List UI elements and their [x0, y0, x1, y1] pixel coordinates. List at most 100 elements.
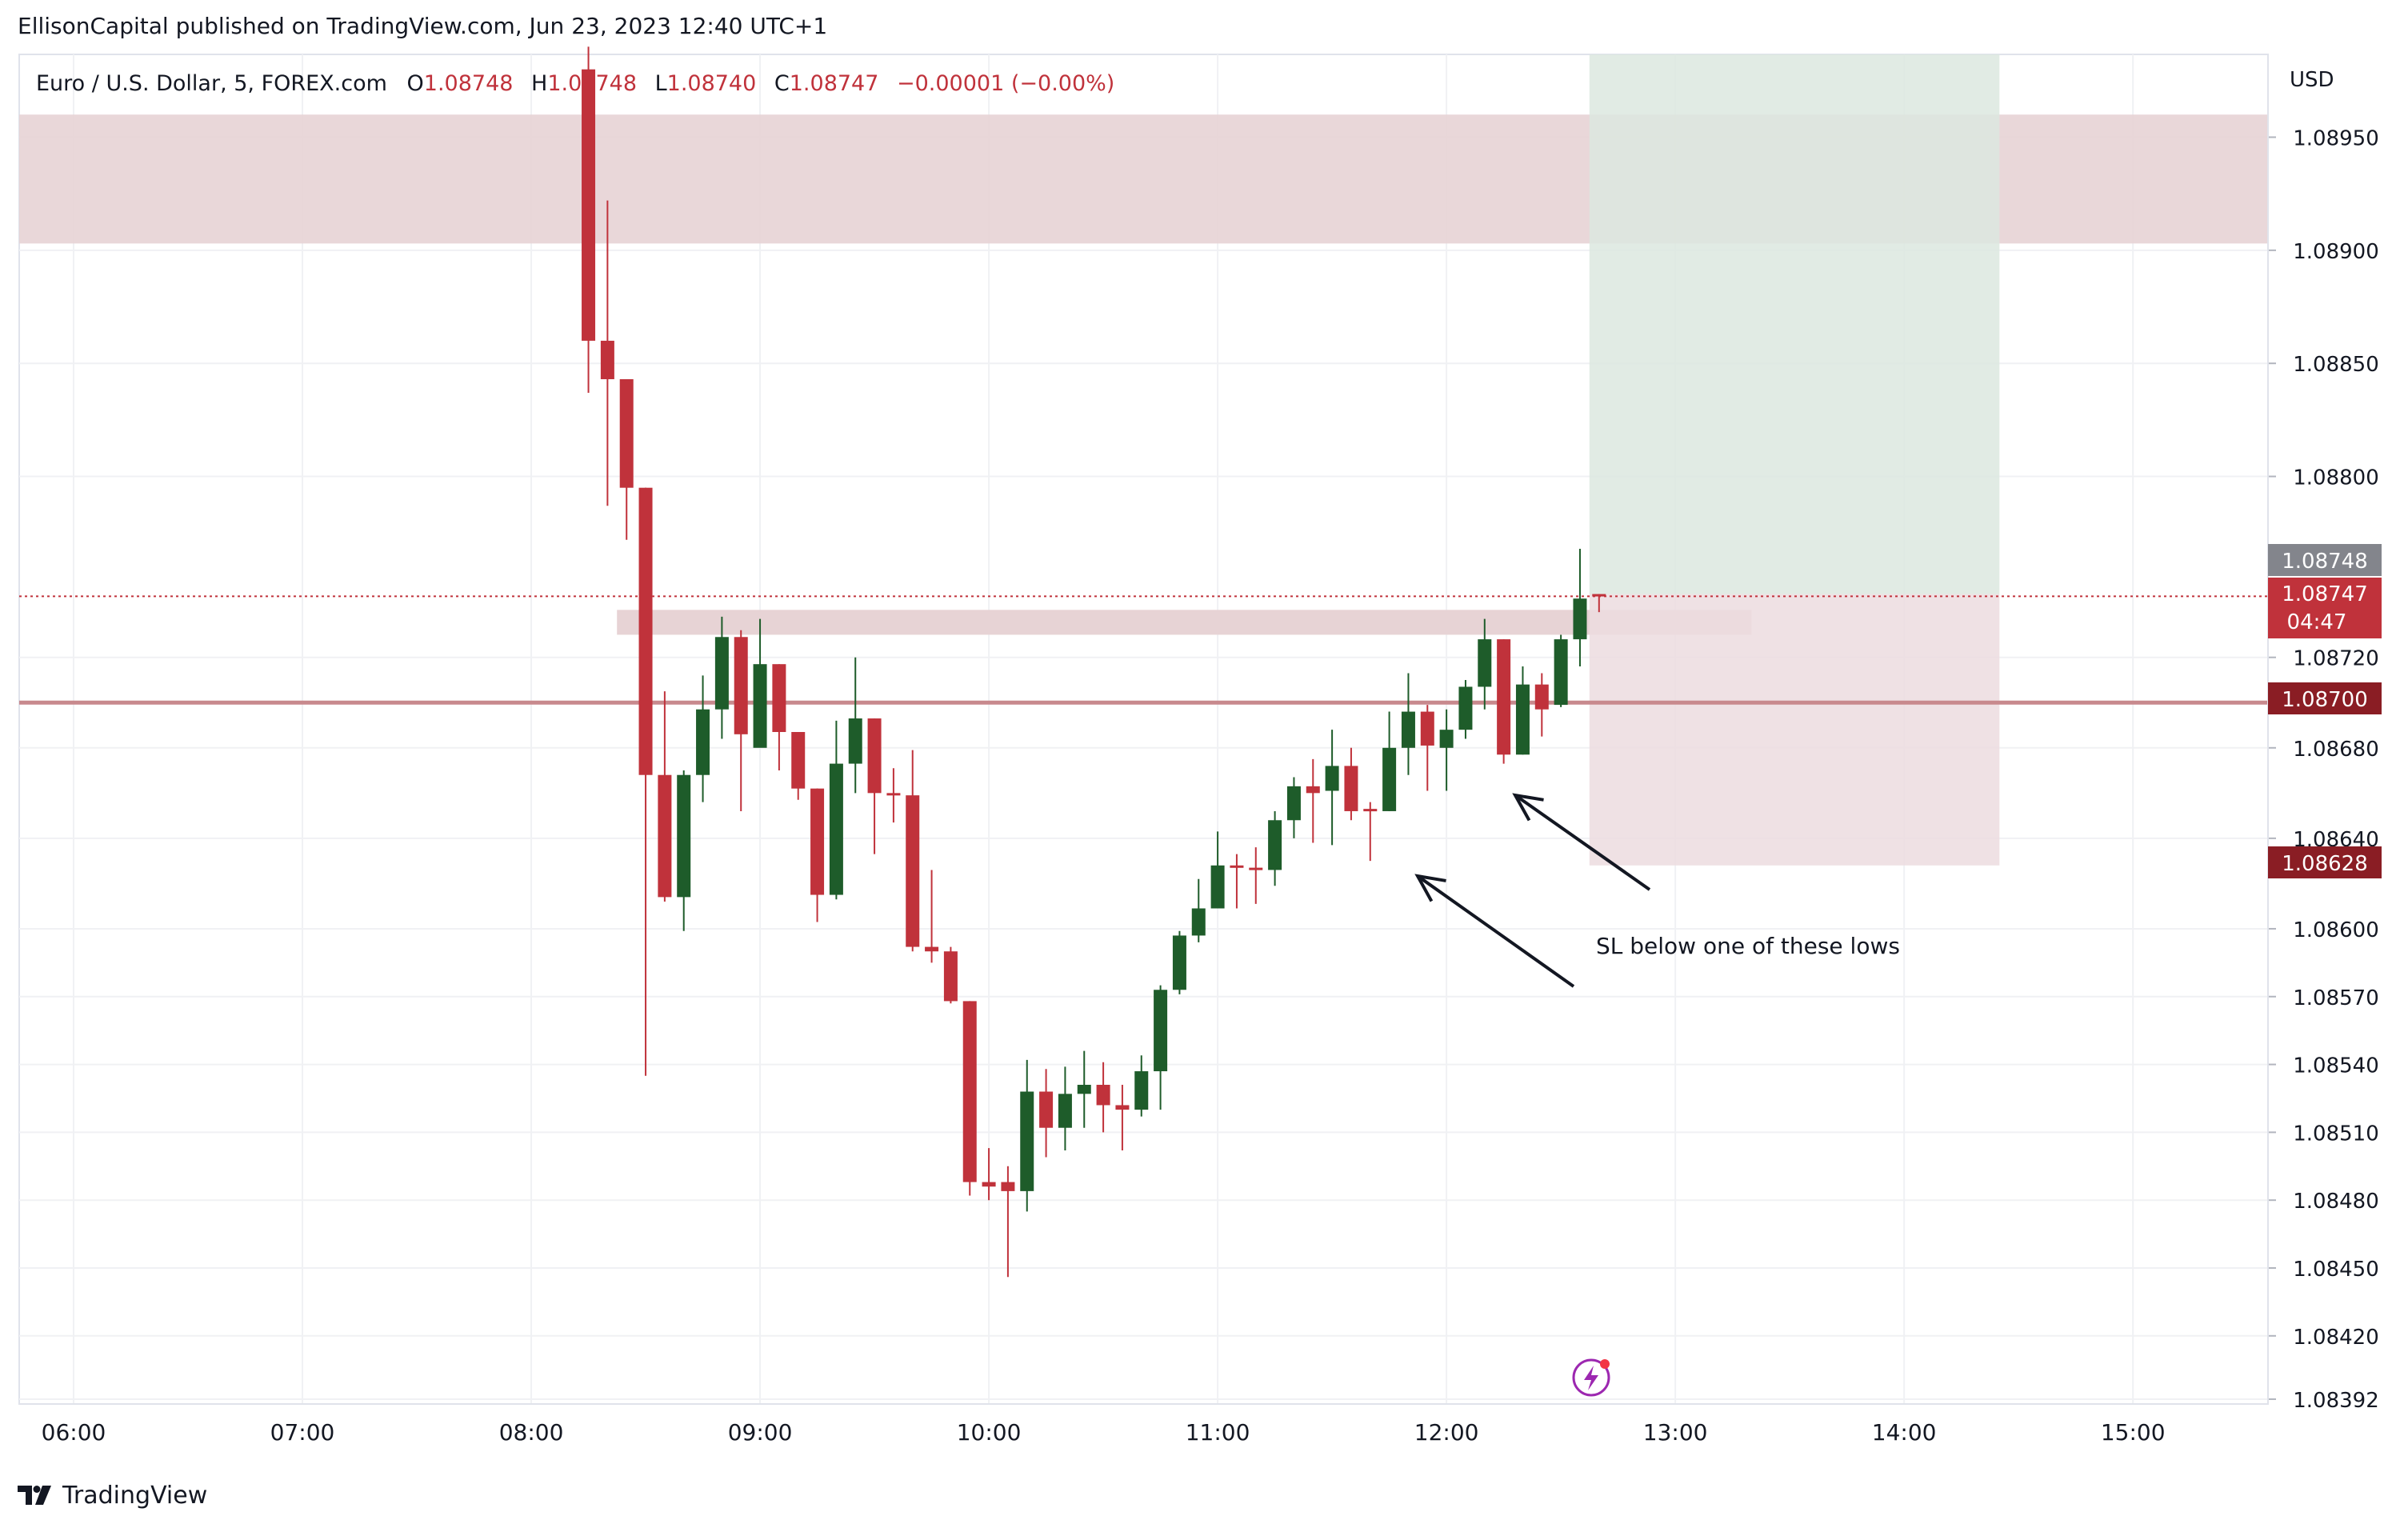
- candle[interactable]: [619, 378, 634, 540]
- candle[interactable]: [1478, 618, 1492, 710]
- countdown-text: 04:47: [2287, 610, 2347, 634]
- candle-body: [1249, 867, 1263, 870]
- candle-body: [1286, 786, 1301, 821]
- level-price-tag: [2268, 682, 2382, 714]
- candle-body: [658, 774, 672, 898]
- resistance-zone[interactable]: [617, 610, 1752, 635]
- candle[interactable]: [886, 768, 901, 823]
- candle[interactable]: [848, 657, 862, 794]
- candle-body: [1325, 766, 1339, 791]
- candle[interactable]: [772, 664, 786, 771]
- candle[interactable]: [1230, 854, 1244, 909]
- arrow-to-low-1[interactable]: [1414, 874, 1575, 988]
- legend-close-value: 1.08747: [790, 71, 879, 96]
- candle[interactable]: [1172, 930, 1186, 994]
- candle[interactable]: [1420, 705, 1434, 791]
- candle[interactable]: [1001, 1166, 1015, 1278]
- candle-body: [734, 637, 748, 734]
- candle[interactable]: [1210, 831, 1225, 909]
- candle-body: [1420, 711, 1434, 746]
- candle-body: [1439, 730, 1454, 748]
- candle[interactable]: [867, 718, 882, 854]
- arrow-to-low-2[interactable]: [1512, 793, 1651, 891]
- candle[interactable]: [982, 1148, 996, 1201]
- x-tick-label: 12:00: [1414, 1419, 1479, 1446]
- candle[interactable]: [1325, 730, 1339, 846]
- candle[interactable]: [1286, 777, 1301, 838]
- arrow-head: [1414, 874, 1446, 902]
- candle[interactable]: [714, 616, 729, 739]
- candle[interactable]: [1096, 1062, 1110, 1133]
- candle[interactable]: [1020, 1059, 1034, 1212]
- candle[interactable]: [1401, 673, 1415, 775]
- candle[interactable]: [1268, 810, 1282, 886]
- candle[interactable]: [1439, 709, 1454, 791]
- candle[interactable]: [1515, 666, 1530, 755]
- candle-body: [1458, 686, 1473, 730]
- candle[interactable]: [906, 750, 920, 952]
- candle[interactable]: [734, 630, 748, 811]
- candle[interactable]: [810, 788, 825, 922]
- candle-body: [1401, 711, 1415, 748]
- legend-change: −0.00001 (−0.00%): [897, 71, 1114, 96]
- candle[interactable]: [1382, 711, 1397, 811]
- candle-body: [772, 664, 786, 733]
- y-tick-label: 1.08850: [2293, 353, 2379, 377]
- candle[interactable]: [1191, 878, 1206, 942]
- candle[interactable]: [638, 487, 653, 1076]
- candle[interactable]: [1039, 1069, 1054, 1158]
- candle[interactable]: [1306, 758, 1320, 843]
- candle[interactable]: [791, 732, 806, 800]
- candle[interactable]: [753, 618, 767, 748]
- candle-body: [1191, 908, 1206, 936]
- legend-symbol: Euro / U.S. Dollar, 5, FOREX.com: [36, 71, 387, 96]
- candle[interactable]: [1573, 549, 1587, 667]
- y-tick-label: 1.08680: [2293, 738, 2379, 762]
- arrow-shaft: [1416, 874, 1575, 988]
- legend-low-label: L: [655, 71, 667, 96]
- candle[interactable]: [677, 770, 691, 931]
- candle[interactable]: [1497, 639, 1511, 764]
- legend-low-value: 1.08740: [667, 71, 757, 96]
- candle[interactable]: [1058, 1066, 1072, 1150]
- position-profit-zone[interactable]: [1589, 54, 2000, 594]
- candle[interactable]: [829, 720, 843, 900]
- tradingview-logo[interactable]: TradingView: [18, 1478, 207, 1512]
- x-tick-label: 08:00: [499, 1419, 564, 1446]
- candle[interactable]: [1534, 673, 1549, 737]
- candle[interactable]: [1077, 1050, 1091, 1128]
- position-tool: [1589, 54, 2000, 866]
- candle-body: [962, 1001, 977, 1182]
- candle[interactable]: [1344, 747, 1358, 821]
- candle[interactable]: [1458, 679, 1473, 739]
- candle-body: [1230, 865, 1244, 868]
- candle-body: [600, 340, 614, 379]
- candle[interactable]: [1592, 594, 1606, 613]
- candle[interactable]: [696, 675, 710, 802]
- candle-body: [906, 795, 920, 947]
- tradingview-logo-icon: [18, 1486, 51, 1505]
- candle[interactable]: [1115, 1085, 1130, 1150]
- y-tick-label: 1.08540: [2293, 1054, 2379, 1078]
- symbol-legend[interactable]: Euro / U.S. Dollar, 5, FOREX.com O1.0874…: [36, 71, 1114, 96]
- lightning-icon[interactable]: [1572, 1358, 1610, 1397]
- candle[interactable]: [962, 1001, 977, 1196]
- position-loss-zone[interactable]: [1589, 594, 2000, 866]
- candle[interactable]: [1154, 985, 1168, 1110]
- candle[interactable]: [1134, 1055, 1149, 1117]
- legend-open-value: 1.08748: [424, 71, 514, 96]
- candle[interactable]: [658, 691, 672, 902]
- candle[interactable]: [600, 200, 614, 506]
- candle[interactable]: [925, 870, 939, 963]
- candle-body: [1001, 1182, 1015, 1191]
- candle[interactable]: [1249, 847, 1263, 904]
- candle[interactable]: [582, 46, 596, 393]
- candle[interactable]: [943, 946, 958, 1004]
- publish-line: EllisonCapital published on TradingView.…: [18, 13, 828, 39]
- candle[interactable]: [1554, 634, 1568, 707]
- y-tick-label: 1.08900: [2293, 240, 2379, 264]
- y-tick-label: 1.08450: [2293, 1258, 2379, 1282]
- candle-body: [1478, 639, 1492, 687]
- candle[interactable]: [1363, 802, 1378, 862]
